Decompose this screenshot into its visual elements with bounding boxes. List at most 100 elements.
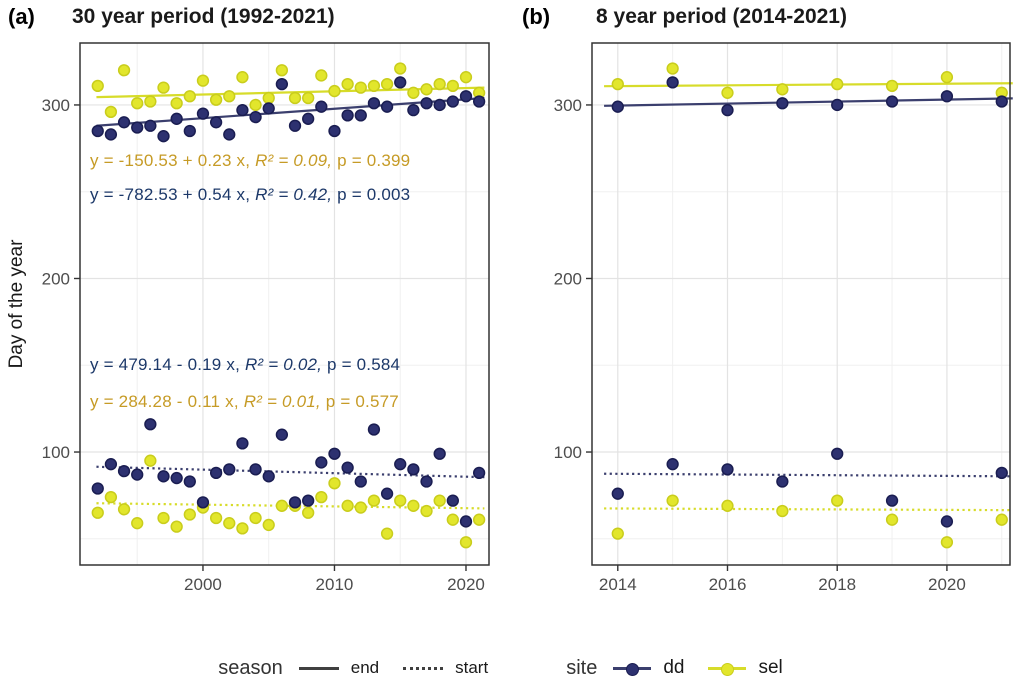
data-point-sel-start — [831, 494, 844, 507]
data-point-sel-start — [380, 527, 394, 540]
data-point-sel-start — [91, 506, 104, 519]
data-point-sel-start — [721, 499, 734, 512]
data-point-dd-start — [144, 418, 157, 431]
data-point-sel-start — [209, 511, 223, 525]
data-point-dd-start — [459, 515, 473, 528]
data-point-sel-start — [394, 494, 407, 507]
data-point-sel-end — [117, 64, 131, 77]
y-tick-label: 200 — [42, 269, 70, 288]
equation-sel-start: y = 284.28 - 0.11 x, R² = 0.01, p = 0.57… — [90, 392, 399, 412]
data-point-sel-end — [196, 74, 210, 87]
x-tick-label: 2020 — [928, 575, 966, 594]
equation-r2: R² = 0.42, — [255, 185, 333, 204]
panel-a-tag: (a) — [8, 4, 35, 29]
data-point-sel-start — [131, 517, 144, 530]
data-point-dd-start — [611, 487, 624, 500]
data-point-dd-start — [354, 475, 367, 488]
data-point-dd-end — [446, 95, 459, 108]
legend-sel-label: sel — [758, 657, 783, 678]
equation-sel-end: y = -150.53 + 0.23 x, R² = 0.09, p = 0.3… — [90, 151, 410, 171]
data-point-dd-end — [940, 90, 954, 103]
data-point-sel-end — [433, 77, 446, 91]
y-tick-label: 200 — [554, 269, 582, 288]
panel-border — [591, 42, 1011, 566]
data-point-sel-end — [341, 77, 354, 91]
equation-r2: R² = 0.02, — [244, 355, 323, 374]
data-point-dd-end — [144, 119, 157, 132]
legend-season-label: season — [218, 656, 283, 679]
data-point-dd-start — [131, 468, 144, 481]
data-point-sel-start — [157, 511, 170, 525]
equation-text: y = -150.53 + 0.23 x, — [90, 151, 256, 170]
legend-end-label: end — [350, 658, 380, 677]
equation-p: p = 0.577 — [320, 392, 399, 411]
data-point-dd-end — [433, 98, 446, 112]
data-point-sel-start — [459, 536, 473, 549]
data-point-sel-start — [666, 494, 679, 507]
data-point-sel-start — [420, 504, 433, 518]
data-point-sel-start — [341, 499, 354, 512]
data-point-dd-start — [420, 475, 433, 488]
data-point-sel-end — [262, 91, 275, 105]
y-tick-label: 300 — [42, 96, 70, 115]
data-point-sel-start — [611, 527, 624, 540]
data-point-dd-start — [183, 475, 196, 488]
data-point-sel-start — [144, 454, 157, 467]
data-point-dd-end — [666, 76, 679, 89]
data-point-sel-end — [328, 84, 341, 98]
data-point-dd-end — [420, 97, 433, 110]
equation-text: y = -782.53 + 0.54 x, — [90, 185, 256, 204]
x-tick-label: 2018 — [818, 575, 856, 594]
data-point-dd-end — [223, 128, 236, 141]
data-point-dd-end — [315, 100, 328, 113]
data-point-dd-end — [131, 121, 144, 134]
data-point-sel-start — [262, 518, 275, 532]
data-point-dd-end — [117, 116, 131, 129]
data-point-sel-end — [831, 77, 844, 91]
data-point-sel-end — [183, 90, 196, 103]
data-point-dd-end — [328, 124, 341, 138]
data-point-sel-end — [394, 62, 407, 75]
data-point-dd-end — [472, 95, 486, 108]
data-point-dd-end — [831, 98, 844, 112]
data-point-sel-end — [459, 71, 473, 84]
data-point-sel-end — [91, 79, 104, 93]
equation-text: y = 284.28 - 0.11 x, — [90, 392, 244, 411]
data-point-sel-start — [223, 517, 236, 530]
data-point-dd-end — [157, 130, 170, 143]
data-point-dd-end — [91, 124, 104, 138]
y-tick-label: 300 — [554, 96, 582, 115]
x-tick-label: 2010 — [316, 575, 354, 594]
trend-line-dd-end — [96, 96, 485, 127]
data-point-sel-start — [354, 501, 367, 514]
data-point-sel-end — [666, 62, 679, 75]
equation-r2: R² = 0.01, — [243, 392, 321, 411]
data-point-dd-start — [721, 463, 734, 476]
equation-dd-start: y = 479.14 - 0.19 x, R² = 0.02, p = 0.58… — [90, 355, 400, 375]
data-point-sel-start — [315, 490, 328, 504]
legend-dd-key — [613, 661, 652, 676]
data-point-dd-start — [170, 471, 183, 485]
data-point-sel-end — [104, 105, 118, 119]
data-point-sel-end — [249, 98, 262, 112]
data-point-dd-end — [459, 90, 473, 103]
data-point-sel-start — [104, 490, 118, 504]
data-point-sel-end — [144, 95, 157, 108]
data-point-dd-start — [236, 437, 249, 450]
data-point-dd-end — [721, 104, 734, 117]
data-point-sel-start — [407, 499, 420, 512]
sel-point-icon — [721, 662, 735, 676]
data-point-dd-start — [380, 487, 394, 500]
data-point-dd-end — [354, 109, 367, 122]
data-point-dd-start — [302, 494, 315, 507]
data-point-dd-start — [446, 494, 459, 507]
equation-text: y = 479.14 - 0.19 x, — [90, 355, 245, 374]
data-point-sel-end — [776, 83, 789, 96]
data-point-sel-end — [446, 79, 459, 93]
legend-start-line-key — [403, 666, 444, 670]
data-point-dd-end — [367, 97, 381, 110]
data-point-dd-start — [666, 458, 679, 471]
data-point-sel-start — [275, 499, 289, 512]
x-tick-label: 2016 — [709, 575, 747, 594]
data-point-sel-start — [328, 477, 341, 490]
